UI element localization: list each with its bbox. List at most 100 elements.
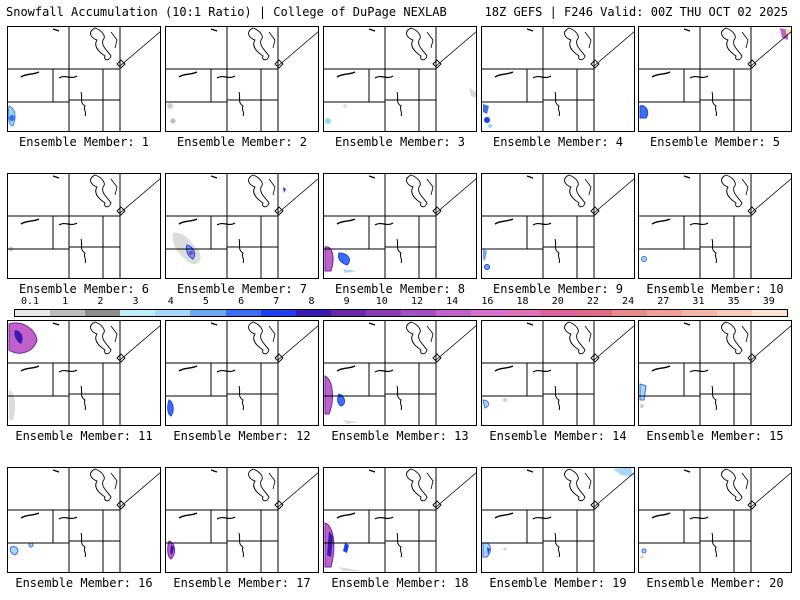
colorbar-segment — [436, 310, 472, 316]
ensemble-map-panel — [481, 173, 635, 279]
member-map — [323, 320, 477, 426]
colorbar-labels: 0.1 1 2 3 4 5 6 7 8 9 10 12 14 16 18 20 22 24 27 31 35 39 — [14, 296, 788, 308]
colorbar-tick-label: 2 — [97, 296, 104, 307]
member-caption: Ensemble Member: 20 — [646, 576, 784, 590]
member-caption: Ensemble Member: 13 — [331, 429, 469, 443]
member-map — [323, 173, 477, 279]
member-map — [481, 26, 635, 132]
member-map — [481, 467, 635, 573]
ensemble-map-panel — [165, 26, 319, 132]
colorbar-segment — [50, 310, 86, 316]
colorbar-tick-label: 27 — [657, 296, 670, 307]
ensemble-map-panel — [323, 173, 477, 279]
member-map — [7, 467, 161, 573]
colorbar-tick-label: 7 — [273, 296, 280, 307]
colorbar-tick-label: 8 — [308, 296, 315, 307]
colorbar-tick-label: 9 — [343, 296, 350, 307]
ensemble-map-panel — [165, 320, 319, 426]
colorbar-segment — [646, 310, 682, 316]
ensemble-map-panel — [638, 173, 792, 279]
colorbar-segment — [506, 310, 542, 316]
colorbar-tick-label: 39 — [762, 296, 775, 307]
member-caption: Ensemble Member: 8 — [334, 282, 466, 296]
member-caption: Ensemble Member: 15 — [646, 429, 784, 443]
colorbar-segment — [155, 310, 191, 316]
ensemble-map-panel — [7, 467, 161, 573]
member-caption: Ensemble Member: 5 — [649, 135, 781, 149]
colorbar-tick-label: 3 — [132, 296, 139, 307]
member-caption: Ensemble Member: 19 — [489, 576, 627, 590]
ensemble-map-panel — [323, 467, 477, 573]
ensemble-map-panel — [638, 26, 792, 132]
colorbar-segment — [260, 310, 296, 316]
member-map — [165, 320, 319, 426]
colorbar-tick-label: 14 — [446, 296, 459, 307]
colorbar-tick-label: 10 — [375, 296, 388, 307]
colorbar-segment — [85, 310, 121, 316]
colorbar-segment — [120, 310, 156, 316]
colorbar-segment — [15, 310, 51, 316]
colorbar-segment — [225, 310, 261, 316]
colorbar-segment — [611, 310, 647, 316]
model-valid-time: 18Z GEFS | F246 Valid: 00Z THU OCT 02 20… — [484, 5, 788, 19]
member-map — [165, 173, 319, 279]
member-map — [165, 26, 319, 132]
snowfall-colorbar — [14, 309, 788, 317]
colorbar-segment — [401, 310, 437, 316]
map-title: Snowfall Accumulation (10:1 Ratio) | Col… — [6, 5, 447, 19]
colorbar-tick-label: 31 — [692, 296, 705, 307]
colorbar-tick-label: 0.1 — [20, 296, 40, 307]
member-caption: Ensemble Member: 12 — [173, 429, 311, 443]
colorbar-tick-label: 18 — [516, 296, 529, 307]
ensemble-map-panel — [481, 320, 635, 426]
colorbar-tick-label: 16 — [481, 296, 494, 307]
ensemble-map-panel — [165, 173, 319, 279]
colorbar-tick-label: 4 — [167, 296, 174, 307]
ensemble-map-panel — [7, 320, 161, 426]
member-map — [7, 173, 161, 279]
colorbar-tick-label: 6 — [238, 296, 245, 307]
member-caption: Ensemble Member: 1 — [18, 135, 150, 149]
member-map — [323, 26, 477, 132]
colorbar-segment — [295, 310, 331, 316]
ensemble-map-panel — [638, 467, 792, 573]
colorbar-tick-label: 12 — [410, 296, 424, 307]
member-caption: Ensemble Member: 17 — [173, 576, 311, 590]
member-map — [481, 173, 635, 279]
member-caption: Ensemble Member: 16 — [15, 576, 153, 590]
colorbar-segment — [681, 310, 717, 316]
ensemble-map-panel — [323, 320, 477, 426]
member-map — [481, 320, 635, 426]
ensemble-map-panel — [323, 26, 477, 132]
member-caption: Ensemble Member: 18 — [331, 576, 469, 590]
colorbar-tick-label: 24 — [622, 296, 635, 307]
colorbar-tick-label: 35 — [727, 296, 740, 307]
member-caption: Ensemble Member: 10 — [646, 282, 784, 296]
colorbar-tick-label: 20 — [551, 296, 564, 307]
member-caption: Ensemble Member: 3 — [334, 135, 466, 149]
member-caption: Ensemble Member: 11 — [15, 429, 153, 443]
member-map — [323, 467, 477, 573]
colorbar-tick-label: 22 — [586, 296, 599, 307]
colorbar-segment — [471, 310, 507, 316]
colorbar-segment — [541, 310, 577, 316]
ensemble-map-panel — [638, 320, 792, 426]
member-map — [7, 320, 161, 426]
member-map — [638, 173, 792, 279]
member-map — [638, 320, 792, 426]
colorbar-tick-label: 1 — [62, 296, 69, 307]
ensemble-map-panel — [7, 26, 161, 132]
member-map — [638, 26, 792, 132]
ensemble-map-panel — [481, 467, 635, 573]
colorbar-segment — [190, 310, 226, 316]
colorbar-segment — [330, 310, 366, 316]
ensemble-map-panel — [7, 173, 161, 279]
member-caption: Ensemble Member: 4 — [492, 135, 624, 149]
member-caption: Ensemble Member: 6 — [18, 282, 150, 296]
member-caption: Ensemble Member: 14 — [489, 429, 627, 443]
member-map — [638, 467, 792, 573]
colorbar-segment — [751, 310, 788, 316]
colorbar-segment — [716, 310, 752, 316]
colorbar-segment — [365, 310, 402, 316]
ensemble-map-panel — [481, 26, 635, 132]
